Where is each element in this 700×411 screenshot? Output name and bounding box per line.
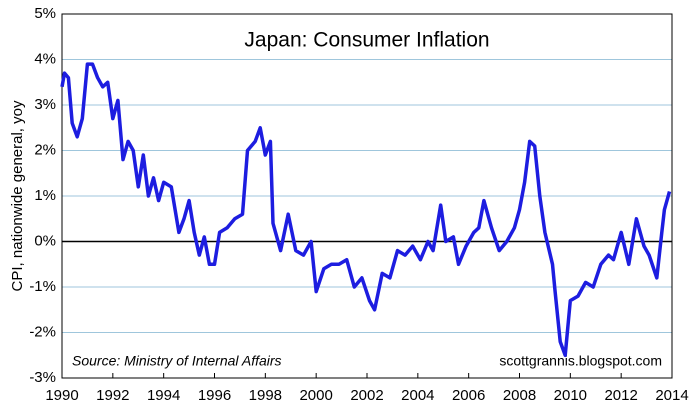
x-tick-label: 2010 <box>554 387 587 404</box>
x-tick-label: 1996 <box>198 387 231 404</box>
x-tick-label: 2006 <box>452 387 485 404</box>
source-note: Source: Ministry of Internal Affairs <box>72 353 282 369</box>
x-tick-label: 2000 <box>299 387 332 404</box>
x-tick-label: 1992 <box>96 387 129 404</box>
y-tick-label: -3% <box>29 369 56 386</box>
chart-title: Japan: Consumer Inflation <box>244 29 489 52</box>
y-tick-label: -2% <box>29 323 56 340</box>
y-tick-label: 0% <box>34 232 56 249</box>
x-tick-label: 1998 <box>249 387 282 404</box>
x-tick-label: 1994 <box>147 387 180 404</box>
x-tick-label: 1990 <box>45 387 78 404</box>
y-tick-label: 3% <box>34 96 56 113</box>
x-tick-label: 2008 <box>503 387 536 404</box>
x-tick-label: 2002 <box>350 387 383 404</box>
y-tick-label: 2% <box>34 141 56 158</box>
y-tick-label: -1% <box>29 278 56 295</box>
x-tick-label: 2014 <box>655 387 688 404</box>
plot-frame <box>61 13 673 379</box>
credit-note: scottgrannis.blogspot.com <box>499 353 662 369</box>
y-tick-label: 4% <box>34 50 56 67</box>
y-axis-label: CPI, nationwide general, yoy <box>9 100 26 291</box>
y-tick-label: 5% <box>34 5 56 22</box>
data-line <box>60 62 672 358</box>
x-tick-label: 2004 <box>401 387 434 404</box>
y-tick-label: 1% <box>34 187 56 204</box>
x-tick-label: 2012 <box>604 387 637 404</box>
